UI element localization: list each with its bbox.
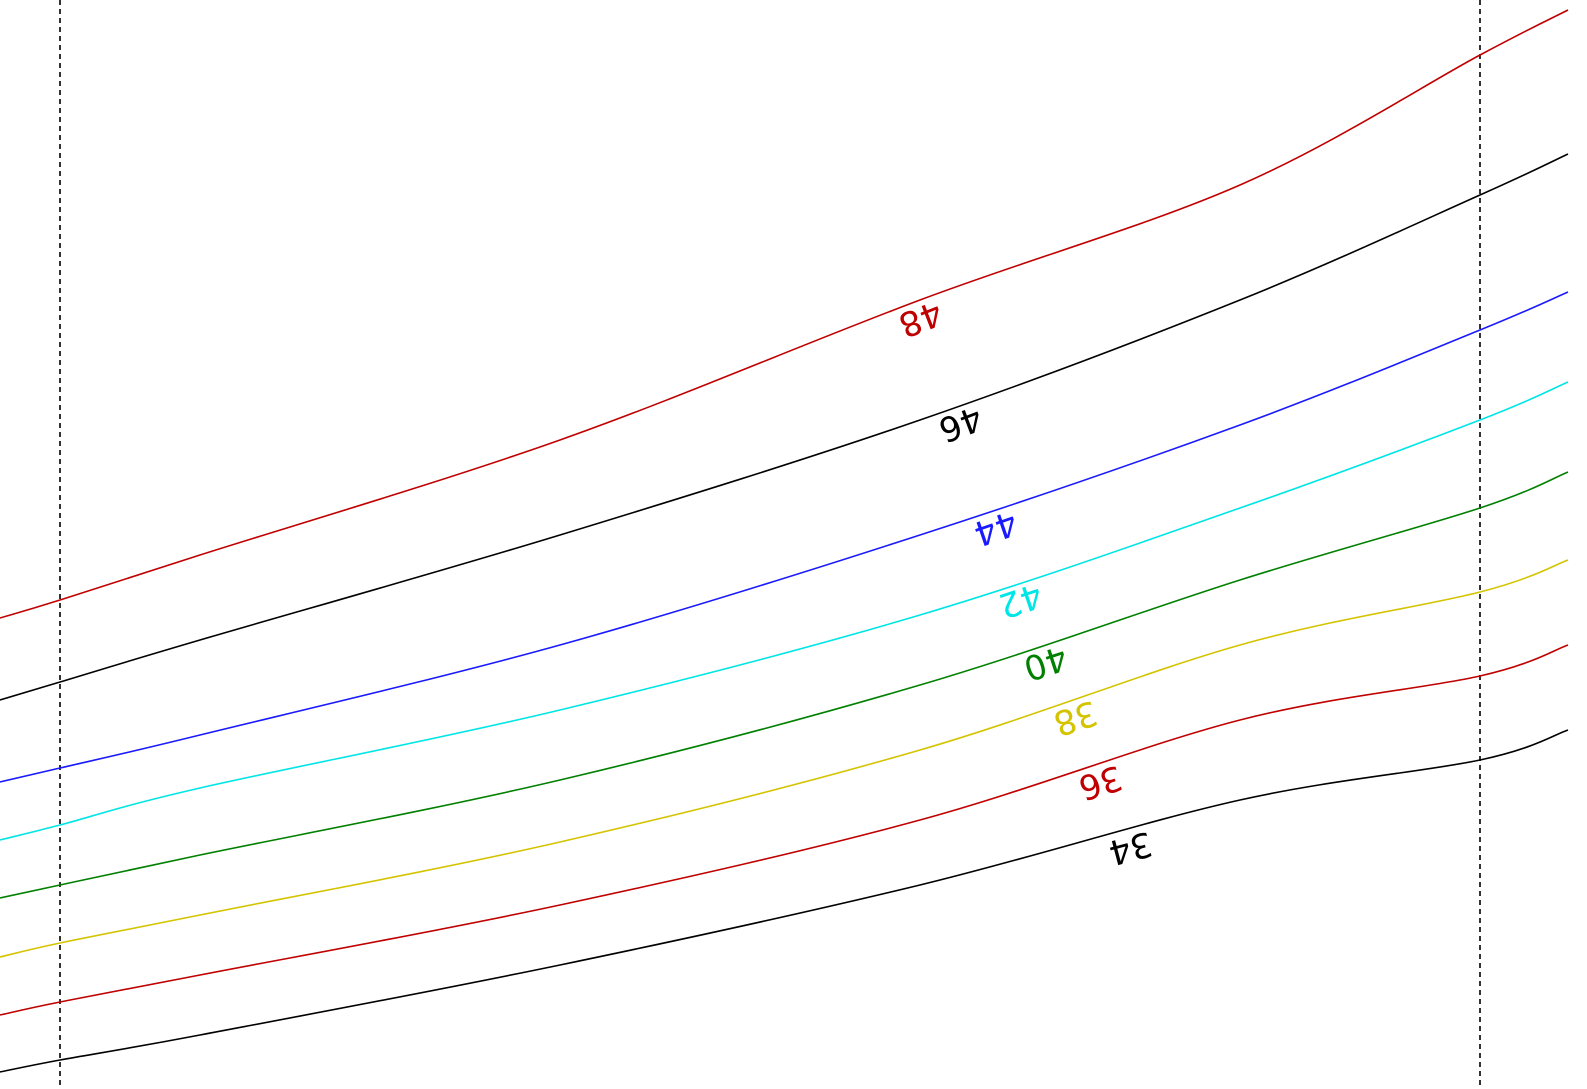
contour-line-42 — [0, 381, 1569, 841]
contour-label-34: 34 — [1104, 823, 1156, 873]
contour-line-46 — [0, 153, 1569, 701]
contour-label-48: 48 — [893, 292, 948, 345]
contour-line-40 — [0, 471, 1569, 899]
contour-label-36: 36 — [1074, 757, 1127, 808]
contour-line-48 — [0, 9, 1569, 619]
contour-label-44: 44 — [969, 502, 1023, 554]
contour-line-38 — [0, 559, 1569, 958]
contour-line-34 — [0, 729, 1569, 1073]
contour-label-42: 42 — [994, 574, 1048, 626]
contour-line-44 — [0, 291, 1569, 783]
contour-line-36 — [0, 644, 1569, 1016]
contour-label-46: 46 — [933, 397, 988, 450]
contour-label-38: 38 — [1049, 692, 1103, 743]
contour-lines — [0, 9, 1569, 1073]
contour-label-40: 40 — [1019, 637, 1073, 688]
guide-lines — [59, 0, 1481, 1089]
